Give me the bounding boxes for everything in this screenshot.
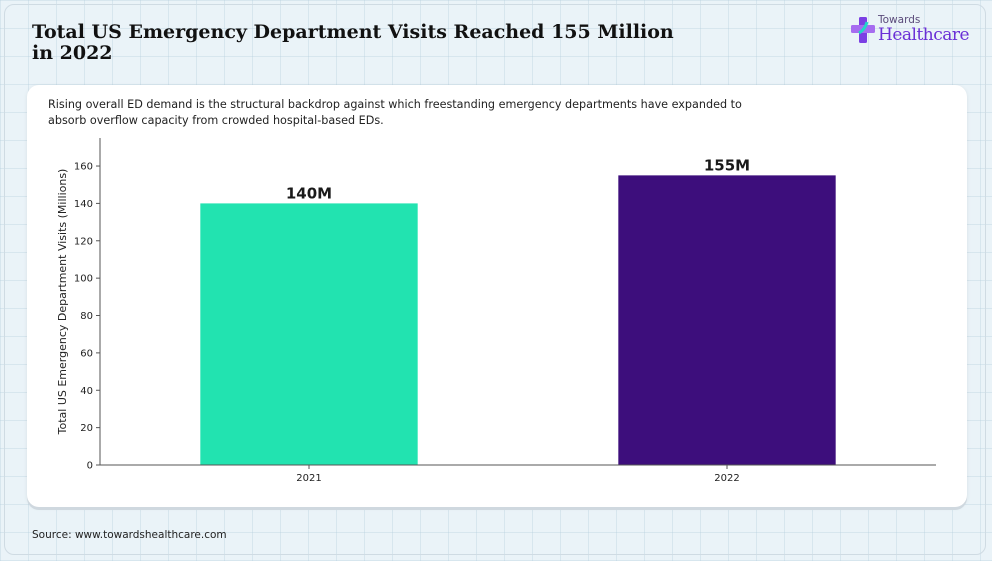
- y-tick-label: 20: [80, 423, 93, 434]
- bars-group: 140M 155M: [200, 156, 836, 465]
- bar-data-label: 140M: [286, 184, 332, 202]
- y-tick-label: 80: [80, 311, 93, 322]
- y-axis-label: Total US Emergency Department Visits (Mi…: [56, 169, 69, 436]
- y-tick-label: 160: [74, 162, 93, 173]
- bar-2021: [200, 203, 418, 465]
- bar-data-label: 155M: [704, 156, 750, 174]
- y-axis-ticks: 0 20 40 60 80 100 120 140 160: [74, 162, 100, 472]
- x-tick-label: 2021: [296, 473, 321, 484]
- logo-main-text: Healthcare: [878, 25, 970, 45]
- y-tick-label: 0: [87, 461, 93, 472]
- logo-top-text: Towards: [878, 14, 921, 26]
- brand-logo: Towards Healthcare: [850, 14, 970, 48]
- y-tick-label: 40: [80, 386, 93, 397]
- x-tick-label: 2022: [714, 473, 739, 484]
- y-tick-label: 100: [74, 274, 93, 285]
- y-tick-label: 60: [80, 348, 93, 359]
- medical-cross-icon: [851, 17, 875, 43]
- source-note: Source: www.towardshealthcare.com: [32, 529, 227, 541]
- bar-2022: [618, 175, 836, 465]
- chart-subtitle: Rising overall ED demand is the structur…: [48, 98, 742, 127]
- y-tick-label: 120: [74, 236, 93, 247]
- page-title: Total US Emergency Department Visits Rea…: [32, 21, 674, 64]
- x-axis-ticks: 2021 2022: [296, 465, 740, 484]
- y-tick-label: 140: [74, 199, 93, 210]
- outer-frame: [4, 4, 986, 555]
